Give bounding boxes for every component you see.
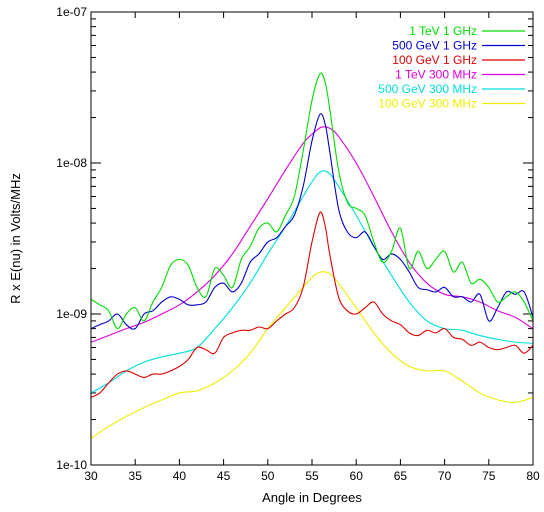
series-lines: [90, 72, 534, 439]
x-tick-label: 65: [394, 469, 408, 483]
series-line: [90, 72, 534, 330]
y-tick-label: 1e-10: [56, 458, 87, 472]
series-line: [90, 271, 534, 439]
x-axis-label: Angle in Degrees: [262, 490, 362, 505]
y-axis-label: R x E(nu) in Volts/MHz: [8, 173, 23, 304]
x-tick-label: 80: [526, 469, 540, 483]
legend-label: 1 TeV 1 GHz: [409, 24, 477, 38]
x-tick-labels: 30 35 40 45 50 55 60 65 70 75 80: [84, 469, 540, 483]
legend-label: 100 GeV 1 GHz: [392, 53, 477, 67]
y-tick-label: 1e-08: [56, 156, 87, 170]
x-tick-label: 45: [217, 469, 231, 483]
x-tick-label: 35: [129, 469, 143, 483]
x-tick-label: 50: [261, 469, 275, 483]
plot-frame: [90, 11, 534, 466]
x-tick-label: 30: [84, 469, 98, 483]
legend-label: 100 GeV 300 MHz: [378, 97, 477, 111]
legend-label: 1 TeV 300 MHz: [395, 68, 477, 82]
legend-label: 500 GeV 1 GHz: [392, 39, 477, 53]
x-tick-label: 55: [305, 469, 319, 483]
x-tick-label: 75: [482, 469, 496, 483]
series-line: [90, 126, 534, 343]
legend-label: 500 GeV 300 MHz: [378, 82, 477, 96]
series-line: [90, 113, 534, 330]
series-line: [90, 211, 534, 398]
x-tick-label: 60: [350, 469, 364, 483]
x-tick-label: 70: [438, 469, 452, 483]
y-tick-label: 1e-09: [56, 307, 87, 321]
x-tick-label: 40: [173, 469, 187, 483]
y-tick-label: 1e-07: [56, 5, 87, 19]
y-tick-labels: 1e-10 1e-09 1e-08 1e-07: [56, 5, 87, 472]
series-line: [90, 170, 534, 394]
